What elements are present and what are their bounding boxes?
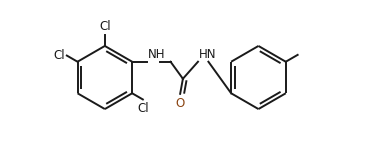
- Text: HN: HN: [199, 48, 216, 61]
- Text: Cl: Cl: [54, 49, 65, 62]
- Text: Cl: Cl: [99, 20, 110, 33]
- Text: NH: NH: [148, 48, 166, 61]
- Text: Cl: Cl: [138, 102, 149, 115]
- Text: O: O: [175, 97, 184, 110]
